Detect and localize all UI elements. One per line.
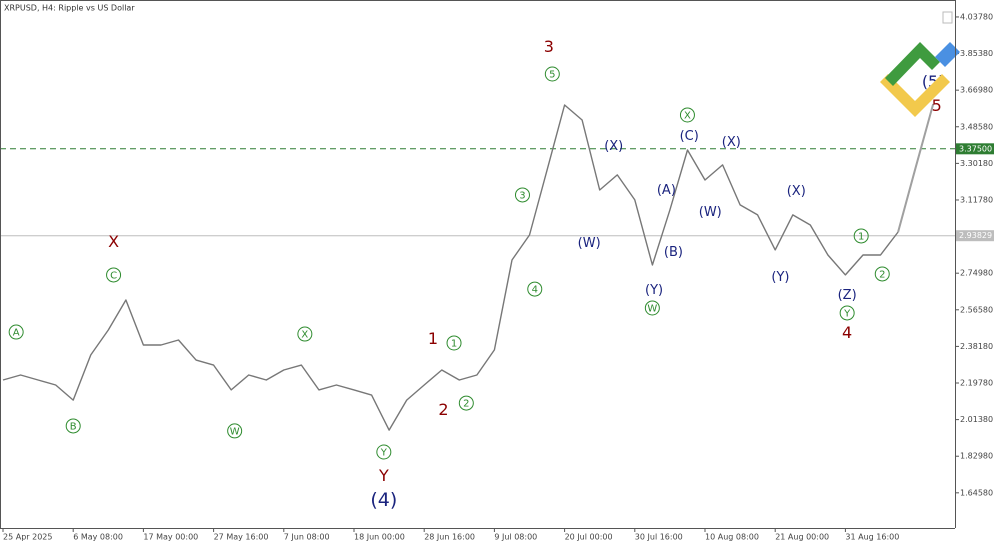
x-tick-label: 9 Jul 08:00 [494, 533, 537, 542]
wave-circle [297, 326, 313, 342]
forecast-line [897, 103, 935, 233]
wave-label: (X) [722, 135, 741, 150]
wave-label: 4 [532, 285, 538, 296]
wave-label: X [108, 232, 119, 251]
wave-circle [644, 300, 660, 316]
wave-label: W [230, 426, 240, 437]
logo-blue [935, 42, 960, 67]
wave-label: X [684, 110, 691, 121]
y-tick-label: 3.85380 [960, 49, 993, 58]
y-tick-label: 1.82980 [960, 452, 993, 461]
x-tick-label: 31 Aug 16:00 [845, 533, 899, 542]
wave-label: (C) [680, 129, 699, 144]
wave-label: 1 [451, 338, 457, 349]
level-label-box [956, 143, 994, 155]
logo-green [885, 42, 940, 86]
wave-label: 3 [544, 37, 554, 56]
y-tick-label: 4.03780 [960, 12, 993, 21]
level-label: 3.37500 [959, 144, 992, 153]
y-tick-label: 3.48580 [960, 122, 993, 131]
wave-circle [679, 107, 695, 123]
y-tick-label: 3.66980 [960, 86, 993, 95]
wave-label: 1 [858, 231, 864, 242]
wave-label: X [301, 330, 308, 341]
wave-label: Y [843, 308, 851, 319]
wave-circle [874, 266, 890, 282]
wave-label: 5 [932, 96, 942, 115]
wave-circle [839, 305, 855, 321]
wave-circle [544, 66, 560, 82]
wave-circle [527, 281, 543, 297]
level-label: 2.93829 [959, 231, 992, 240]
wave-label: (Y) [771, 270, 789, 285]
x-tick-label: 21 Aug 00:00 [775, 533, 829, 542]
wave-label: 2 [879, 269, 885, 280]
price-line [2, 104, 899, 431]
wave-label: 4 [842, 323, 852, 342]
wave-label: (4) [370, 489, 397, 511]
wave-label: 2 [463, 399, 469, 410]
toolbar-icon[interactable] [942, 11, 953, 24]
wave-circle [514, 187, 530, 203]
x-tick-label: 7 Jun 08:00 [284, 533, 330, 542]
x-tick-label: 17 May 00:00 [143, 533, 198, 542]
wave-label: (Z) [838, 288, 857, 303]
wave-label: Y [380, 448, 388, 459]
wave-circle [227, 423, 243, 439]
y-tick-label: 2.01380 [960, 415, 993, 424]
wave-label: A [13, 328, 20, 339]
x-tick-label: 30 Jul 16:00 [635, 533, 683, 542]
logo [880, 42, 960, 117]
wave-label: B [70, 421, 77, 432]
x-tick-label: 6 May 08:00 [73, 533, 123, 542]
x-tick-label: 18 Jun 00:00 [354, 533, 405, 542]
wave-label: (B) [664, 245, 683, 260]
wave-circle [106, 267, 122, 283]
y-tick-label: 2.56580 [960, 305, 993, 314]
x-tick-label: 10 Aug 08:00 [705, 533, 759, 542]
wave-label: C [110, 270, 117, 281]
wave-label: 5 [549, 70, 555, 81]
chart-title: XRPUSD, H4: Ripple vs US Dollar [4, 4, 135, 13]
wave-label: W [647, 303, 657, 314]
y-tick-label: 2.19780 [960, 379, 993, 388]
wave-label: 3 [519, 190, 525, 201]
wave-circle [853, 228, 869, 244]
wave-label: (W) [699, 205, 722, 220]
y-tick-label: 2.74980 [960, 269, 993, 278]
x-tick-label: 25 Apr 2025 [3, 533, 52, 542]
wave-label: (Y) [645, 283, 663, 298]
y-tick-label: 3.30180 [960, 159, 993, 168]
wave-label: (A) [657, 183, 676, 198]
x-tick-label: 28 Jun 16:00 [424, 533, 475, 542]
grid-layer: 1.64580 1.82980 2.01380 2.19780 2.38180 2.565… [0, 12, 994, 542]
x-tick-label: 27 May 16:00 [214, 533, 269, 542]
wave-circle [65, 418, 81, 434]
wave-label: (X) [787, 184, 806, 199]
wave-label: (W) [578, 236, 601, 251]
y-tick-label: 2.38180 [960, 342, 993, 351]
y-tick-label: 1.64580 [960, 488, 993, 497]
wave-label: Y [378, 466, 389, 485]
wave-label: (X) [604, 139, 623, 154]
wave-circle [8, 324, 24, 340]
wave-label: 1 [428, 329, 438, 348]
wave-label: 2 [438, 400, 448, 419]
logo-yellow [880, 74, 950, 117]
y-tick-label: 3.11780 [960, 195, 993, 204]
x-tick-label: 20 Jul 00:00 [565, 533, 613, 542]
wave-circle [376, 444, 392, 460]
level-label-box [956, 230, 994, 242]
data-layer [2, 103, 935, 431]
wave-circle [446, 335, 462, 351]
wave-circle [458, 395, 474, 411]
